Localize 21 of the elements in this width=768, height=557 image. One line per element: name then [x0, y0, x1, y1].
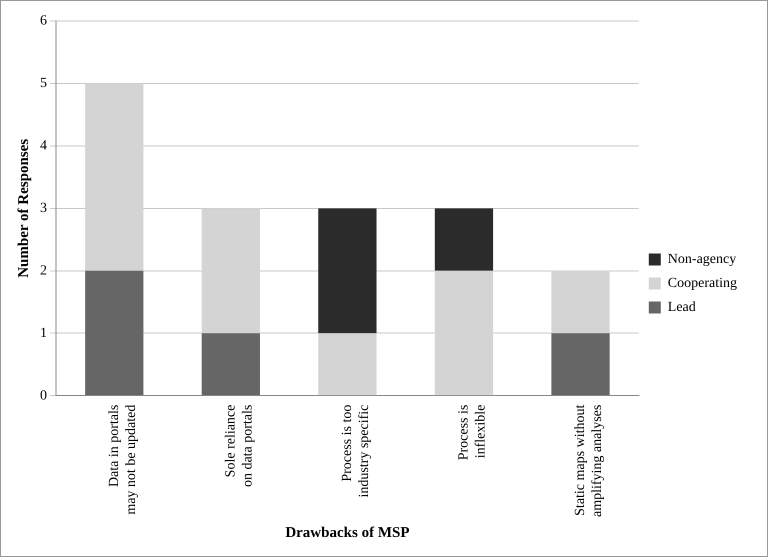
- y-tick-label: 5: [40, 76, 47, 92]
- y-tick-label: 2: [40, 263, 47, 278]
- legend-label: Lead: [668, 300, 696, 316]
- y-tick-label: 0: [40, 388, 47, 404]
- x-tick-label: Process is inflexible: [456, 404, 488, 460]
- y-tick-label: 4: [40, 138, 47, 154]
- bar: [434, 208, 494, 271]
- x-tick-label: Data in portals may not be updated: [106, 404, 139, 515]
- y-tick-label: 1: [40, 326, 47, 341]
- y-tick-label: 6: [40, 14, 47, 29]
- y-axis-title: Number of Responses: [16, 138, 32, 278]
- x-tick-label: Process is too industry specific: [340, 404, 372, 498]
- bar: [202, 333, 260, 396]
- bar: [85, 270, 144, 396]
- legend-label: Non-agency: [668, 252, 736, 268]
- bar: [318, 208, 377, 334]
- x-axis-title: Drawbacks of MSP: [285, 524, 410, 541]
- y-tick-label: 3: [40, 200, 47, 216]
- legend-label: Cooperating: [668, 276, 738, 292]
- bar: [551, 333, 610, 396]
- x-tick-label: Sole reliance on data portals: [224, 404, 256, 488]
